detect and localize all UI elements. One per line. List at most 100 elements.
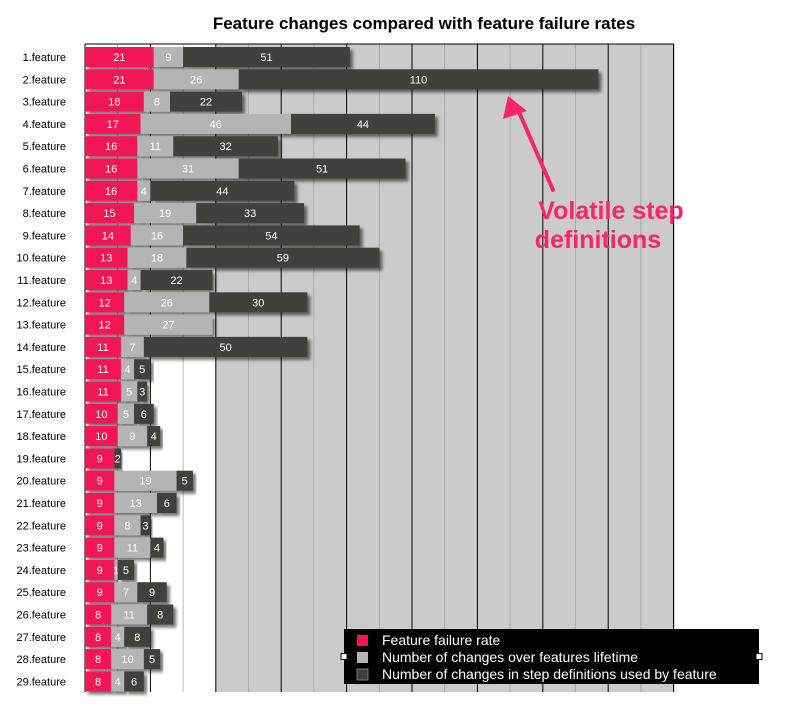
data-label: 9 <box>129 431 135 443</box>
bar-segment <box>176 470 193 491</box>
bar-segment <box>85 448 115 469</box>
bar-segment <box>85 649 112 670</box>
data-label: 8 <box>95 632 101 644</box>
category-label: 16.feature <box>16 387 66 399</box>
data-label: 4 <box>141 186 147 198</box>
data-label: 2 <box>115 453 121 465</box>
bar-segment <box>85 292 125 313</box>
bar-segment <box>114 559 118 580</box>
data-label: 11 <box>97 387 108 399</box>
category-label: 24.feature <box>16 565 66 577</box>
bar-segment <box>137 180 151 201</box>
data-label: 9 <box>97 498 103 510</box>
category-label: 21.feature <box>16 498 66 510</box>
bar-segment <box>196 203 305 224</box>
category-label: 14.feature <box>16 342 66 354</box>
legend-label: Feature failure rate <box>382 632 500 648</box>
data-label: 10 <box>95 409 107 421</box>
bar-segment <box>85 180 138 201</box>
data-label: 18 <box>151 253 163 265</box>
data-label: 9 <box>97 453 103 465</box>
bar-segment <box>85 270 128 290</box>
data-label: 13 <box>100 253 112 265</box>
data-label: 46 <box>210 119 222 131</box>
bar-segment <box>156 493 177 513</box>
data-label: 8 <box>95 676 101 688</box>
data-label: 13 <box>130 498 142 510</box>
data-label: 4 <box>124 364 130 376</box>
bar-segment <box>85 582 115 603</box>
data-label: 5 <box>126 387 132 399</box>
legend-label: Number of changes in step definitions us… <box>382 666 717 682</box>
bar-segment <box>120 381 138 402</box>
bar-segment <box>114 448 121 469</box>
data-label: 10 <box>121 654 133 666</box>
data-label: 16 <box>105 141 117 153</box>
category-label: 9.feature <box>23 230 66 242</box>
category-label: 5.feature <box>23 141 66 153</box>
bar-segment <box>143 336 308 357</box>
bar-segment <box>111 626 125 647</box>
annotation-arrow-head <box>503 96 527 119</box>
data-label: 3 <box>142 520 148 532</box>
category-label: 23.feature <box>16 543 66 555</box>
bar-segment <box>143 91 171 112</box>
bar-segment <box>85 537 115 558</box>
category-label: 19.feature <box>16 453 66 465</box>
data-label: 44 <box>216 186 228 198</box>
bar-segment <box>111 649 144 670</box>
bar-segment <box>137 381 148 402</box>
data-label: 8 <box>95 610 101 622</box>
category-label: 18.feature <box>16 431 66 443</box>
bar-segment <box>85 359 121 380</box>
bar-segment <box>85 203 135 224</box>
legend-swatch <box>357 652 368 663</box>
bar-segment <box>85 403 118 424</box>
bar-segment <box>85 47 154 67</box>
bar-segment <box>85 626 112 647</box>
bar-segment <box>153 47 184 67</box>
category-label: 4.feature <box>23 119 66 131</box>
category-label: 17.feature <box>16 409 66 421</box>
data-label: 8 <box>124 520 130 532</box>
bar-segment <box>238 69 599 90</box>
data-label: 6 <box>164 498 170 510</box>
data-label: 31 <box>182 164 194 176</box>
data-label: 11 <box>97 364 108 376</box>
bar-segment <box>85 158 138 179</box>
data-label: 30 <box>252 297 264 309</box>
bar-segment <box>291 113 435 134</box>
data-label: 8 <box>95 654 101 666</box>
data-label: 8 <box>157 610 163 622</box>
bar-segment <box>124 671 144 692</box>
bar-segment <box>114 582 138 603</box>
legend-handle-left <box>340 653 348 660</box>
bar-segment <box>85 493 115 513</box>
bar-segment <box>140 270 213 290</box>
data-label: 8 <box>134 632 140 644</box>
bar-segment <box>186 247 380 268</box>
data-label: 5 <box>123 409 129 421</box>
data-label: 9 <box>97 587 103 599</box>
category-label: 6.feature <box>23 164 66 176</box>
data-label: 5 <box>123 565 129 577</box>
data-label: 3 <box>139 387 145 399</box>
data-label: 11 <box>123 610 134 622</box>
bar-segment <box>85 426 118 447</box>
category-labels: 1.feature 2.feature 3.feature 4.feature 5.fe… <box>16 52 66 688</box>
data-label: 9 <box>149 587 155 599</box>
data-label: 27 <box>162 320 174 332</box>
data-label: 51 <box>316 164 328 176</box>
data-label: 4 <box>131 275 137 287</box>
category-label: 29.feature <box>16 676 66 688</box>
data-label: 8 <box>154 97 160 109</box>
data-label: 59 <box>277 253 289 265</box>
data-label: 4 <box>115 676 121 688</box>
data-label: 4 <box>154 543 160 555</box>
data-label: 51 <box>260 52 272 64</box>
bar-segment <box>117 559 135 580</box>
data-label: 16 <box>105 186 117 198</box>
data-label: 4 <box>115 632 121 644</box>
bar-segment <box>117 426 148 447</box>
